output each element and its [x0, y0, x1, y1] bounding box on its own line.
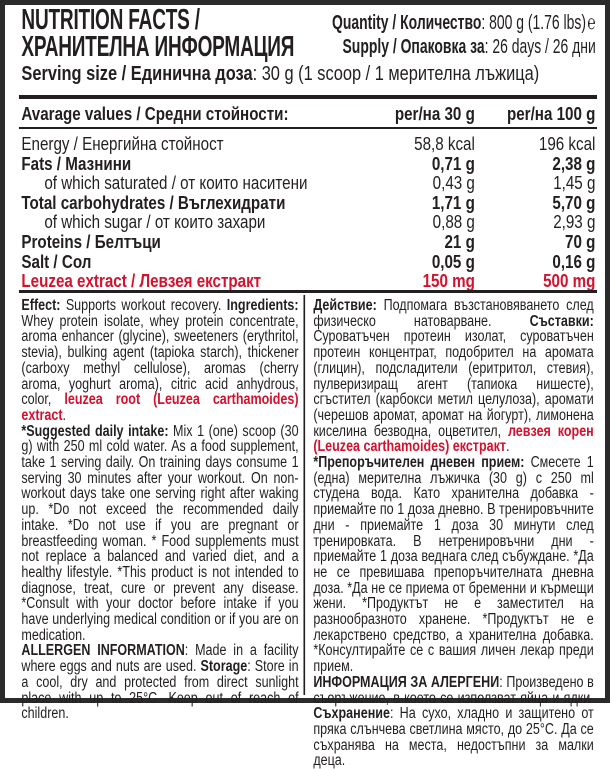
- paragraph: Effect: Supports workout recovery. Ingre…: [21, 298, 298, 424]
- bulgarian-text: Действие: Подпомага възстановяването сле…: [313, 298, 593, 769]
- divider: [18, 127, 598, 129]
- divider: [18, 95, 598, 99]
- quantity-supply: Quantity / Количество: 800 g (1.76 lbs)℮…: [332, 11, 596, 59]
- supply-value: : 26 days / 26 дни: [484, 36, 596, 58]
- paragraph: *Препоръчителен дневен прием: Смесете 1 …: [313, 455, 593, 675]
- nutrient-name: Energy / Енергийна стойност: [21, 133, 224, 154]
- bold-label: Съставки:: [529, 312, 594, 330]
- value-per-100g: 2,93 g: [553, 211, 596, 233]
- serving-value: : 30 g (1 scoop / 1 мерителна лъжица): [252, 63, 540, 85]
- nutrient-name: of which sugar / от които захари: [44, 211, 266, 233]
- bold-label: *Suggested daily intake:: [21, 422, 169, 440]
- quantity-value: : 800 g (1.76 lbs): [481, 12, 586, 34]
- value-per-100g: 2,38 g: [552, 152, 596, 174]
- serving-size: Serving size / Единична доза: 30 g (1 sc…: [21, 62, 539, 86]
- quantity-label: Quantity / Количество: [331, 12, 482, 34]
- nutrient-name: Salt / Сол: [21, 250, 92, 272]
- nutrition-label: NUTRITION FACTS / ХРАНИТЕЛНА ИНФОРМАЦИЯ …: [5, 4, 605, 769]
- column-divider: [303, 295, 305, 695]
- text-segment: : Произведено в съоръжение, в което се и…: [313, 673, 594, 707]
- paragraph: *Suggested daily intake: Mix 1 (one) sco…: [21, 422, 299, 644]
- header-average-values: Avarage values / Средни стойности:: [21, 103, 289, 124]
- paragraph: Действие: Подпомага възстановяването сле…: [313, 298, 593, 455]
- text-segment: .: [62, 406, 67, 424]
- text-segment: Supports workout recovery.: [60, 297, 227, 314]
- table-row: Total carbohydrates / Въглехидрати 1,71 g…: [21, 193, 595, 212]
- bold-label: ИНФОРМАЦИЯ ЗА АЛЕРГЕНИ: [313, 673, 500, 691]
- nutrient-name: Total carbohydrates / Въглехидрати: [21, 191, 286, 213]
- value-per-100g: 70 g: [565, 231, 596, 252]
- text-segment: Смесете 1 (една) мерителна лъжичка (30 g…: [313, 454, 594, 676]
- text-segment: Whey protein isolate, whey protein conce…: [21, 312, 299, 409]
- serving-label: Serving size / Единична доза: [21, 63, 253, 85]
- bold-label: Effect:: [21, 297, 61, 314]
- paragraph: ALLERGEN INFORMATION: Made in a facility…: [21, 643, 298, 722]
- value-per-100g: 5,70 g: [552, 191, 596, 213]
- text-segment: Mix 1 (one) scoop (30 g) with 250 ml col…: [21, 422, 299, 644]
- bold-label: *Препоръчителен дневен прием:: [313, 454, 525, 472]
- nutrient-name: of which saturated / от които наситени: [44, 172, 308, 194]
- text-segment: Суроватъчен протеин изолат, суроватъчен …: [313, 328, 594, 440]
- bold-label: Действие:: [313, 297, 377, 314]
- bold-label: Storage: [200, 658, 248, 676]
- header-per-100g: per/на 100 g: [506, 103, 596, 124]
- supply-label: Supply / Опаковка за: [342, 36, 485, 58]
- table-header: Avarage values / Средни стойности: per/н…: [21, 104, 595, 123]
- value-per-30g: 1,71 g: [431, 191, 475, 213]
- nutrient-name: Proteins / Белтъци: [21, 231, 161, 252]
- bold-label: Съхранение: [313, 705, 390, 723]
- english-text: Effect: Supports workout recovery. Ingre…: [21, 298, 298, 722]
- highlighted-text: leuzea root (Leuzea carthamoides) extrac…: [21, 391, 299, 424]
- bold-label: Ingredients:: [226, 297, 299, 314]
- table-row: Leuzea extract / Левзея екстракт 150 mg 50…: [21, 271, 595, 290]
- value-per-100g: 500 mg: [543, 270, 596, 292]
- header-per-30g: per/на 30 g: [394, 103, 475, 124]
- paragraph: ИНФОРМАЦИЯ ЗА АЛЕРГЕНИ: Произведено в съ…: [313, 675, 593, 769]
- nutrient-name: Fats / Мазнини: [21, 152, 132, 174]
- highlighted-text: левзея корен (Leuzea carthamoides) екстр…: [313, 422, 594, 456]
- bold-label: ALLERGEN INFORMATION: [21, 642, 185, 660]
- value-per-30g: 21 g: [444, 231, 475, 252]
- value-per-30g: 0,43 g: [432, 172, 475, 194]
- value-per-30g: 150 mg: [422, 270, 475, 292]
- table-row: Salt / Сол 0,05 g 0,16 g: [21, 252, 595, 271]
- value-per-100g: 1,45 g: [553, 172, 596, 194]
- value-per-100g: 0,16 g: [552, 250, 596, 272]
- text-segment: Подпомага възстановяването след физическ…: [313, 297, 594, 330]
- value-per-30g: 58,8 kcal: [414, 133, 475, 154]
- value-per-30g: 0,71 g: [431, 152, 475, 174]
- value-per-100g: 196 kcal: [538, 133, 596, 154]
- table-row: Energy / Енергийна стойност 58,8 kcal 196 …: [21, 134, 595, 153]
- divider: [18, 290, 598, 293]
- table-row: of which saturated / от които наситени 0,…: [21, 173, 595, 192]
- value-per-30g: 0,05 g: [431, 250, 475, 272]
- page-title: NUTRITION FACTS / ХРАНИТЕЛНА ИНФОРМАЦИЯ: [21, 4, 295, 63]
- estimated-sign-icon: ℮: [587, 12, 596, 34]
- table-row: Fats / Мазнини 0,71 g 2,38 g: [21, 154, 595, 173]
- nutrient-name: Leuzea extract / Левзея екстракт: [21, 270, 262, 292]
- title-english: NUTRITION FACTS /: [21, 4, 200, 36]
- value-per-30g: 0,88 g: [432, 211, 475, 233]
- title-bulgarian: ХРАНИТЕЛНА ИНФОРМАЦИЯ: [21, 31, 295, 63]
- text-segment: : Made in a facility where eggs and nuts…: [21, 642, 299, 676]
- text-segment: .: [506, 438, 510, 456]
- table-row: of which sugar / от които захари 0,88 g 2,…: [21, 212, 595, 231]
- table-row: Proteins / Белтъци 21 g 70 g: [21, 232, 595, 251]
- text-segment: : Store in a cool, dry and protected fro…: [21, 658, 299, 723]
